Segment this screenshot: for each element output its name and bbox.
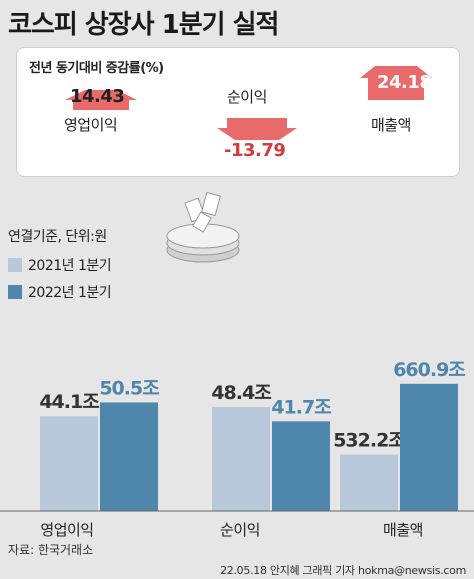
bar-2-1 <box>400 383 458 511</box>
arrow-up-icon <box>360 66 432 78</box>
metric-value-net: -13.79 <box>224 140 286 161</box>
bar-0-0 <box>40 416 98 511</box>
data-label-1-0: 48.4조 <box>211 382 271 404</box>
legend-swatch-2022 <box>8 285 22 299</box>
bar-1-0 <box>212 406 270 511</box>
data-label-2-0: 532.2조 <box>333 430 405 452</box>
summary-arrows <box>65 66 432 140</box>
arrow-down-body <box>227 118 287 128</box>
arrow-up-body <box>368 78 424 100</box>
legend-label-2021: 2021년 1분기 <box>28 258 112 274</box>
arrow-up-body <box>73 100 129 110</box>
arrow-down-icon <box>217 128 297 140</box>
data-label-2-1: 660.9조 <box>393 359 465 381</box>
legend-title: 연결기준, 단위:원 <box>8 229 107 245</box>
bar-2-0 <box>340 454 398 511</box>
category-label-net: 순이익 <box>220 521 260 539</box>
legend: 연결기준, 단위:원 2021년 1분기 2022년 1분기 <box>8 226 112 309</box>
source-note: 자료: 한국거래소 <box>8 543 94 557</box>
category-label-revenue: 매출액 <box>383 521 423 539</box>
legend-item-2021: 2021년 1분기 <box>8 255 112 275</box>
data-label-0-1: 50.5조 <box>99 377 159 399</box>
page-title: 코스피 상장사 1분기 실적 <box>8 10 279 40</box>
metric-label-revenue: 매출액 <box>371 116 411 134</box>
metric-value-operating: 14.43 <box>70 86 125 107</box>
legend-item-2022: 2022년 1분기 <box>8 282 112 302</box>
legend-swatch-2021 <box>8 258 22 272</box>
legend-label-2022: 2022년 1분기 <box>28 285 112 301</box>
credit-line: 22.05.18 안지혜 그래픽 기자 hokma@newsis.com <box>220 564 466 577</box>
data-label-0-0: 44.1조 <box>39 391 99 413</box>
metric-value-revenue: 24.18 <box>377 72 432 93</box>
summary-title: 전년 동기대비 증감률(%) <box>29 61 164 76</box>
category-label-operating: 영업이익 <box>40 521 94 539</box>
axis-break <box>334 301 464 341</box>
metric-label-operating: 영업이익 <box>64 116 118 134</box>
bar-1-1 <box>272 421 330 511</box>
chart-area: 44.1조 50.5조 48.4조 41.7조 532.2조 660.9조 <box>0 178 474 558</box>
summary-panel: 전년 동기대비 증감률(%) 14.43 영업이익 순이익 -13.79 24.… <box>16 47 460 177</box>
data-label-1-1: 41.7조 <box>271 396 331 418</box>
metric-label-net: 순이익 <box>227 88 267 106</box>
bar-0-1 <box>100 402 158 511</box>
coin-stack-icon <box>166 191 240 263</box>
